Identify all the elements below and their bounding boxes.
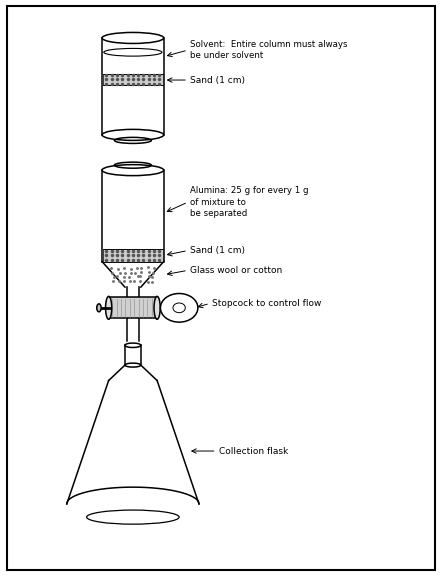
Text: Sand (1 cm): Sand (1 cm) xyxy=(190,75,245,85)
Text: Collection flask: Collection flask xyxy=(219,446,288,456)
Ellipse shape xyxy=(160,294,198,322)
Ellipse shape xyxy=(102,130,164,141)
Ellipse shape xyxy=(106,297,112,319)
Text: Stopcock to control flow: Stopcock to control flow xyxy=(212,299,322,308)
Ellipse shape xyxy=(154,297,160,319)
Text: Glass wool or cotton: Glass wool or cotton xyxy=(190,266,282,275)
Text: Alumina: 25 g for every 1 g
of mixture to
be separated: Alumina: 25 g for every 1 g of mixture t… xyxy=(190,186,309,218)
Bar xyxy=(109,297,157,319)
Bar xyxy=(103,249,163,262)
Ellipse shape xyxy=(173,303,185,313)
Bar xyxy=(103,74,163,85)
Text: Solvent:  Entire column must always
be under solvent: Solvent: Entire column must always be un… xyxy=(190,40,348,60)
Ellipse shape xyxy=(102,165,164,176)
Ellipse shape xyxy=(97,304,101,312)
Text: Sand (1 cm): Sand (1 cm) xyxy=(190,246,245,255)
Ellipse shape xyxy=(102,32,164,43)
